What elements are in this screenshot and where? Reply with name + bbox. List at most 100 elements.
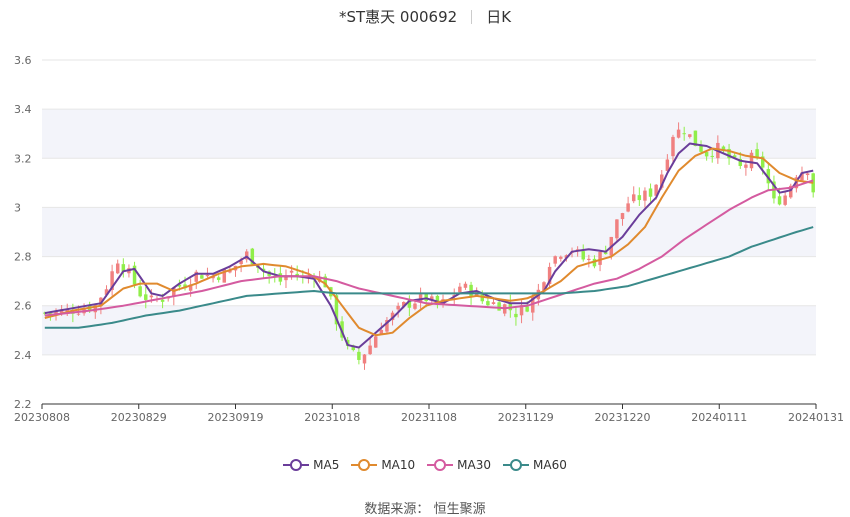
x-tick-label: 20240111 [691, 411, 747, 424]
legend-item-ma10[interactable]: MA10 [351, 458, 415, 472]
candle[interactable] [631, 186, 636, 204]
data-source: 数据来源： 恒生聚源 [0, 498, 850, 517]
candle[interactable] [216, 275, 221, 283]
candle[interactable] [777, 187, 782, 206]
candle[interactable] [144, 286, 148, 309]
y-axis: 2.2 2.4 2.6 2.8 3 3.2 3.4 3.6 [14, 54, 32, 411]
candle[interactable] [688, 134, 692, 139]
period-label[interactable]: 日K [486, 8, 512, 26]
candle[interactable] [110, 264, 114, 296]
band-stripe [42, 305, 816, 355]
candle[interactable] [559, 255, 563, 262]
candle[interactable] [200, 274, 204, 279]
ma-line-ma60 [44, 226, 814, 329]
candle[interactable] [620, 212, 625, 226]
candle[interactable] [805, 172, 810, 181]
candle[interactable] [463, 281, 468, 290]
background-bands [42, 109, 816, 355]
legend-swatch-icon [427, 459, 454, 471]
candle[interactable] [603, 245, 608, 255]
x-tick-label: 20240131 [788, 411, 844, 424]
candle[interactable] [514, 306, 518, 326]
candle[interactable] [222, 267, 227, 283]
moving-average-lines [44, 142, 814, 349]
candle[interactable] [581, 244, 585, 262]
candle[interactable] [115, 259, 120, 275]
candle[interactable] [783, 192, 787, 207]
chart-title: *ST惠天 000692 日K [0, 6, 850, 28]
candle[interactable] [553, 255, 557, 267]
x-axis: 20230808 20230829 20230919 20231018 20231108… [14, 403, 844, 424]
candle[interactable] [682, 126, 686, 141]
legend-swatch-icon [351, 459, 378, 471]
candle[interactable] [138, 279, 142, 298]
candle[interactable] [547, 262, 552, 289]
legend-label: MA30 [457, 458, 492, 472]
candle[interactable] [357, 348, 361, 365]
legend-label: MA5 [313, 458, 340, 472]
legend-item-ma5[interactable]: MA5 [283, 458, 339, 472]
x-tick-label: 20231129 [498, 411, 554, 424]
candle[interactable] [637, 187, 642, 206]
x-tick-label: 20230919 [208, 411, 264, 424]
band-stripe [42, 109, 816, 159]
band-stripe [42, 207, 816, 257]
candle[interactable] [368, 337, 372, 355]
candle[interactable] [665, 154, 670, 174]
y-tick-label: 2.8 [14, 251, 32, 264]
y-tick-label: 3 [14, 201, 21, 214]
ma-line-ma10 [44, 147, 814, 337]
candle[interactable] [648, 183, 653, 202]
candle[interactable] [710, 149, 714, 163]
y-tick-label: 3.6 [14, 54, 32, 67]
ma-line-ma30 [44, 179, 814, 317]
candlestick-chart: 2.22.42.62.833.23.43.6 20230808 20230829 2… [14, 54, 844, 424]
candle[interactable] [396, 302, 400, 318]
candle[interactable] [727, 143, 731, 165]
candle[interactable] [811, 172, 815, 198]
x-tick-label: 20231108 [401, 411, 457, 424]
candle[interactable] [121, 258, 126, 278]
stock-title: *ST惠天 000692 [338, 8, 458, 26]
source-name: 恒生聚源 [433, 502, 486, 517]
candle[interactable] [295, 265, 299, 281]
x-tick-label: 20230808 [14, 411, 70, 424]
candle[interactable] [194, 269, 198, 289]
candle[interactable] [643, 187, 647, 208]
candle[interactable] [385, 317, 389, 334]
legend-item-ma30[interactable]: MA30 [427, 458, 491, 472]
candle[interactable] [749, 150, 754, 171]
legend-item-ma60[interactable]: MA60 [503, 458, 567, 472]
x-tick-label: 20231220 [595, 411, 651, 424]
candle[interactable] [744, 161, 748, 176]
candle[interactable] [615, 219, 619, 243]
candle[interactable] [284, 269, 288, 289]
legend-label: MA60 [533, 458, 567, 472]
candle[interactable] [704, 151, 709, 161]
y-tick-label: 2.2 [14, 398, 32, 411]
x-tick-label: 20230829 [111, 411, 167, 424]
ma-line-ma5 [44, 142, 814, 349]
candle[interactable] [671, 134, 675, 163]
y-tick-label: 2.4 [14, 349, 32, 362]
candle[interactable] [676, 122, 681, 139]
candle[interactable] [132, 261, 137, 289]
candle[interactable] [626, 196, 630, 213]
candle[interactable] [458, 282, 462, 293]
legend-label: MA10 [381, 458, 416, 472]
y-tick-label: 3.2 [14, 152, 32, 165]
candle[interactable] [430, 293, 434, 304]
candle[interactable] [587, 254, 591, 268]
candle[interactable] [362, 353, 367, 370]
x-tick-label: 20231018 [304, 411, 360, 424]
source-label: 数据来源： [364, 502, 430, 517]
candle[interactable] [766, 162, 771, 190]
candle[interactable] [205, 267, 210, 278]
y-tick-label: 3.4 [14, 103, 32, 116]
legend-swatch-icon [503, 459, 530, 471]
candle[interactable] [789, 183, 793, 199]
legend-swatch-icon [283, 459, 310, 471]
candle[interactable] [699, 140, 703, 153]
candle[interactable] [413, 300, 417, 311]
